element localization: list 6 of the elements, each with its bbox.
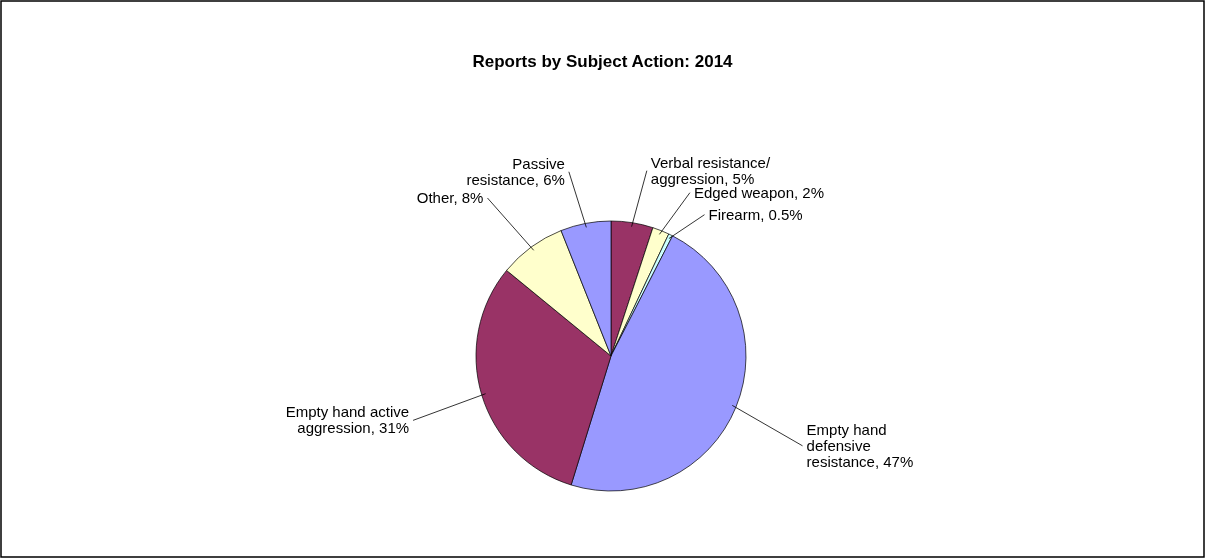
slice-label: Empty hand active aggression, 31% xyxy=(285,403,410,437)
slice-label: Empty hand defensive resistance, 47% xyxy=(806,420,914,470)
chart-title: Reports by Subject Action: 2014 xyxy=(472,52,734,71)
slice-label: Passive resistance, 6% xyxy=(466,154,565,188)
slice-label: Firearm, 0.5% xyxy=(708,205,803,223)
slice-label: Other, 8% xyxy=(416,189,484,206)
